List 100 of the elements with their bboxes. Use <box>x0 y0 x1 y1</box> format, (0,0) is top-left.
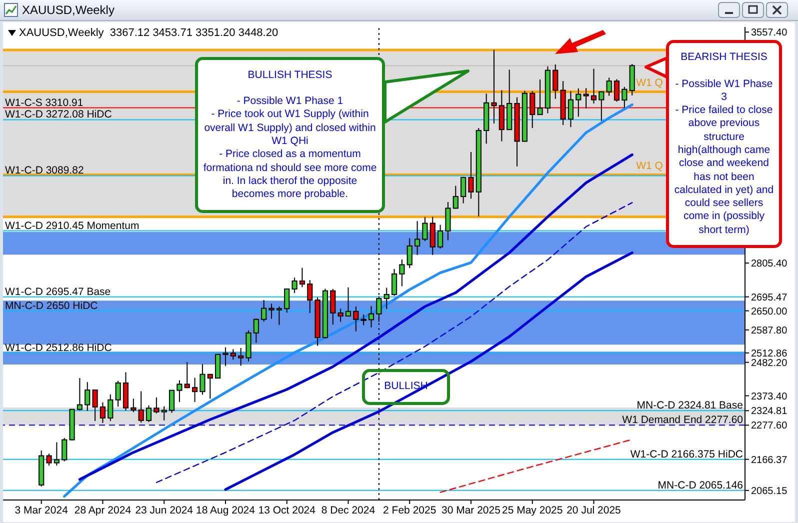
ref-line-label: W1-C-D 2166.375 HiDC <box>630 448 744 460</box>
candlestick <box>614 78 620 102</box>
candlestick <box>292 277 298 294</box>
ref-line-label: MN-C-D 2650 HiDC <box>5 300 98 312</box>
candlestick <box>184 362 190 389</box>
candlestick <box>491 49 497 124</box>
candlestick <box>46 453 52 466</box>
candlestick <box>583 88 589 109</box>
y-tick-label: 2166.37 <box>751 454 788 466</box>
candlestick <box>161 406 167 421</box>
ref-line-label: W1-C-D 2512.86 HiDC <box>5 342 112 354</box>
y-tick-label: 2650.00 <box>751 306 788 318</box>
candlestick <box>622 86 628 108</box>
y-tick-label: 2482.20 <box>751 358 788 369</box>
y-tick-label: 2805.40 <box>751 258 788 270</box>
chart-title: XAUUSD,Weekly <box>22 3 114 17</box>
candlestick <box>154 396 160 414</box>
candlestick <box>422 216 428 242</box>
y-tick-label: 2277.60 <box>751 420 788 432</box>
annotation: W1 Q <box>636 76 663 89</box>
candlestick <box>299 267 306 288</box>
x-tick-label: 8 Dec 2024 <box>321 504 376 516</box>
candlestick <box>168 390 175 414</box>
candlestick <box>222 346 228 367</box>
candlestick <box>54 442 60 466</box>
candlestick <box>391 268 398 296</box>
text: BULLISH THESIS - Possible W1 Phase 1 - Price took out W1 Supply (within overall W1 Supply) and closed within W1 QHi - Price closed as a momentum formationa nd should see more come in. In lack therof the opposite becomes more probable. <box>203 68 377 200</box>
y-tick-label: 2324.81 <box>751 406 788 418</box>
candlestick <box>384 287 390 310</box>
candlestick <box>338 308 344 322</box>
candlestick <box>552 64 558 100</box>
candlestick <box>345 286 352 317</box>
candlestick <box>598 91 604 122</box>
candlestick <box>115 380 121 408</box>
candlestick <box>406 238 412 269</box>
ref-line-label: W1-C-D 3272.08 HiDC <box>5 108 112 121</box>
candlestick <box>368 306 374 328</box>
candlestick <box>399 259 405 287</box>
y-tick-label: 2065.15 <box>751 486 788 497</box>
candlestick <box>192 377 198 403</box>
candlestick <box>200 363 206 396</box>
candlestick <box>414 220 420 256</box>
x-tick-label: 13 Oct 2024 <box>258 504 316 516</box>
candlestick <box>62 437 68 462</box>
text: BEARISH THESIS - Possible W1 Phase 3 - Price failed to close above previous structure high(although came close and weekend has not been calculated in yet) and could see sellers come in (possibly short term) <box>674 50 774 236</box>
x-tick-label: 25 May 2025 <box>502 504 563 516</box>
candlestick <box>130 398 136 413</box>
candlestick <box>92 390 98 422</box>
y-tick-label: 3557.40 <box>751 28 788 39</box>
candlestick <box>84 382 90 412</box>
candlestick <box>360 314 366 326</box>
candlestick <box>146 404 152 422</box>
candlestick <box>498 90 504 142</box>
x-tick-label: 28 Apr 2024 <box>74 504 132 516</box>
candlestick <box>307 280 313 314</box>
x-tick-label: 23 Jun 2024 <box>135 504 194 516</box>
candlestick <box>215 354 221 379</box>
x-tick-label: 20 Jul 2025 <box>566 504 622 516</box>
candlestick <box>537 79 543 116</box>
candlestick <box>468 152 474 200</box>
candlestick <box>230 348 236 360</box>
ref-line-label: W1-C-D 2695.47 Base <box>5 286 111 298</box>
candlestick <box>100 402 106 424</box>
ref-line-label: W1 Demand End 2277.60 <box>622 414 744 426</box>
candlestick <box>353 306 359 332</box>
ref-line-label: W1-C-D 2910.45 Momentum <box>5 220 140 232</box>
x-tick-label: 3 Mar 2024 <box>14 504 68 516</box>
candlestick <box>330 288 336 326</box>
candlestick <box>276 306 282 326</box>
chart-subtitle: XAUUSD,Weekly 3367.12 3453.71 3351.20 3448.20 <box>19 27 278 39</box>
candlestick <box>253 318 259 344</box>
candlestick <box>460 176 466 204</box>
y-tick-label: 2373.40 <box>751 391 788 402</box>
candlestick <box>568 90 574 128</box>
candlestick <box>207 374 213 400</box>
x-tick-label: 2 Feb 2025 <box>383 504 436 516</box>
y-tick-label: 2695.47 <box>751 292 788 304</box>
candlestick <box>452 185 458 210</box>
candlestick <box>138 390 144 424</box>
y-tick-label: 2587.80 <box>751 325 788 336</box>
candlestick <box>284 288 290 314</box>
candlestick <box>268 303 274 320</box>
candlestick <box>530 90 536 129</box>
ref-line-label: MN-C-D 2324.81 Base <box>636 400 744 412</box>
candlestick <box>438 224 444 249</box>
x-tick-label: 30 Mar 2025 <box>442 504 501 516</box>
candlestick <box>108 394 114 422</box>
ref-line-label: W1-C-S 3310.91 <box>5 96 84 109</box>
ref-line-label: MN-C-D 2065.146 <box>658 479 744 492</box>
candlestick <box>76 378 83 411</box>
candlestick <box>606 77 612 96</box>
annotation: W1 Q <box>636 160 663 172</box>
candlestick <box>430 216 436 256</box>
candlestick <box>238 347 244 366</box>
candlestick <box>445 202 451 241</box>
candlestick <box>590 68 597 104</box>
y-tick-label: 2512.86 <box>751 348 788 360</box>
candlestick <box>261 300 267 322</box>
x-tick-label: 18 Aug 2024 <box>196 504 256 516</box>
candlestick <box>176 380 182 403</box>
